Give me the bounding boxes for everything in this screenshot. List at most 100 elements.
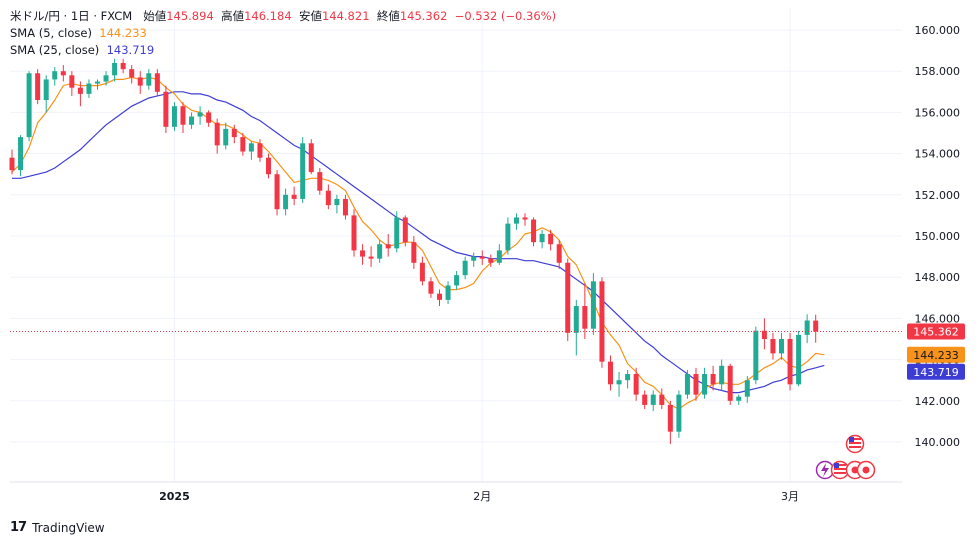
candle [727, 363, 733, 405]
y-tick-label: 148.000 [915, 271, 961, 284]
candle-body [565, 262, 571, 333]
high-label: 高値 [221, 9, 245, 23]
candle [479, 250, 485, 265]
candle-body [522, 217, 528, 220]
candle [171, 102, 177, 131]
candle [77, 81, 83, 107]
candle-body [428, 281, 434, 294]
candle-body [702, 374, 708, 395]
price-label-text: 143.719 [913, 366, 959, 379]
candle [223, 122, 229, 150]
economic-events[interactable] [815, 434, 876, 480]
candle [368, 246, 374, 267]
candle [9, 149, 15, 175]
candle-body [496, 250, 502, 263]
candle-body [180, 106, 186, 125]
candle-body [513, 217, 519, 224]
candle [744, 376, 750, 403]
time-axis[interactable]: 20252月3月4月5月 [10, 481, 980, 503]
candle-body [86, 83, 92, 94]
candle-body [727, 365, 733, 401]
candle [206, 110, 212, 127]
sma25-value: 143.719 [106, 43, 155, 57]
candle-body [163, 91, 169, 127]
candle [599, 277, 605, 368]
candle-body [9, 157, 15, 171]
y-tick-label: 160.000 [915, 24, 961, 37]
candle-body [796, 334, 802, 385]
candle [189, 112, 195, 129]
candle [539, 229, 545, 249]
candle [197, 106, 203, 125]
candle [513, 213, 519, 230]
candle [667, 400, 673, 445]
candle-body [787, 339, 793, 385]
y-tick-label: 140.000 [915, 436, 961, 449]
candle [283, 188, 289, 216]
candle [676, 390, 682, 438]
candle-body [146, 73, 152, 86]
candle [411, 236, 417, 269]
candle-body [197, 112, 203, 117]
candle [753, 326, 759, 385]
candle-body [69, 75, 75, 88]
candle-body [744, 380, 750, 397]
candle-body [582, 306, 588, 329]
candle [385, 233, 391, 257]
candle [325, 184, 331, 210]
candle-body [171, 106, 177, 127]
tradingview-logo-icon: 17 [10, 520, 27, 535]
open-label: 始値 [143, 9, 167, 23]
price-axis[interactable]: 140.000142.000144.000146.000148.000150.0… [907, 24, 965, 449]
candle [471, 252, 477, 267]
candle-body [35, 73, 41, 101]
candle [360, 244, 366, 265]
price-label: 143.719 [907, 363, 965, 380]
jp-flag-icon[interactable] [856, 460, 876, 480]
candle [154, 69, 160, 96]
candle-body [462, 260, 468, 276]
us-flag-icon[interactable] [845, 434, 865, 454]
y-tick-label: 154.000 [915, 148, 961, 161]
candle [813, 314, 819, 343]
candle [342, 194, 348, 220]
candle-body [599, 281, 605, 362]
symbol-label[interactable]: 米ドル/円 · 1日 · FXCM [10, 9, 133, 23]
candle-body [556, 244, 562, 263]
candle [334, 194, 340, 214]
candle [573, 299, 579, 356]
y-tick-label: 146.000 [915, 312, 961, 325]
candle-body [120, 62, 126, 70]
candle-body [633, 374, 639, 395]
sma25-row[interactable]: SMA (25, close) 143.719 [10, 42, 556, 59]
candle-body [761, 330, 767, 339]
candle-body [454, 275, 460, 286]
candle-body [471, 256, 477, 261]
candle [163, 85, 169, 133]
candle-body [18, 137, 24, 171]
sma5-row[interactable]: SMA (5, close) 144.233 [10, 25, 556, 42]
candle-body [437, 293, 442, 300]
candle-body [667, 404, 673, 432]
candle [402, 215, 408, 247]
candle [231, 124, 237, 144]
candle-body [342, 198, 348, 216]
candle [428, 277, 434, 298]
candle-body [608, 361, 613, 385]
candle [300, 137, 306, 204]
candle [616, 371, 622, 397]
candle [659, 388, 665, 410]
candle [257, 139, 263, 162]
candle [770, 332, 776, 360]
candle [214, 118, 220, 154]
candle-body [351, 215, 357, 251]
price-label-bg [907, 363, 965, 380]
candle-body [573, 306, 579, 333]
candle [565, 258, 571, 342]
candle [52, 67, 58, 86]
candle-body [257, 143, 263, 158]
price-label-bg [907, 323, 965, 340]
candle-body [779, 339, 784, 354]
candle [35, 69, 41, 105]
